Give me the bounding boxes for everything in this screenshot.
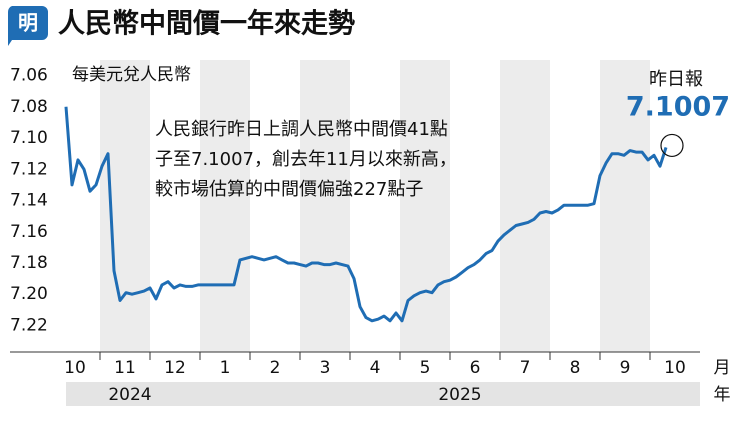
- y-tick-label: 7.20: [10, 284, 48, 304]
- x-tick-label: 3: [320, 358, 331, 378]
- year-bar: [66, 382, 700, 406]
- y-tick-label: 7.22: [10, 315, 48, 335]
- logo-badge: [7, 6, 49, 46]
- x-tick-label: 8: [570, 358, 581, 378]
- x-tick-label: 1: [220, 358, 231, 378]
- x-unit: 月: [714, 358, 731, 378]
- x-tick-label: 6: [470, 358, 481, 378]
- y-tick-label: 7.14: [10, 191, 48, 211]
- x-tick-label: 2: [270, 358, 281, 378]
- annotation: 人民銀行昨日上調人民幣中間價41點: [155, 119, 448, 140]
- month-band: [600, 60, 650, 352]
- latest-value: 7.1007: [626, 92, 730, 123]
- chart-title: 人民幣中間價一年來走勢: [58, 8, 355, 40]
- x-tick-label: 9: [620, 358, 631, 378]
- line: [64, 106, 668, 323]
- month-band: [100, 60, 150, 352]
- y-tick-label: 7.16: [10, 222, 48, 242]
- y-tick-label: 7.18: [10, 253, 48, 273]
- x-tick-label: 5: [420, 358, 431, 378]
- x-tick-label: 10: [664, 358, 686, 378]
- year-label: 2025: [438, 385, 481, 405]
- month-band: [200, 60, 250, 352]
- year-label: 2024: [108, 385, 151, 405]
- y-tick-label: 7.12: [10, 159, 48, 179]
- x-tick-label: 7: [520, 358, 531, 378]
- month-band: [500, 60, 550, 352]
- logo: 明: [18, 11, 38, 35]
- year-unit: 年: [714, 385, 731, 405]
- x-tick-label: 12: [164, 358, 186, 378]
- annotation: 較市場估算的中間價偏強227點子: [155, 179, 423, 200]
- y-axis-label: 每美元兌人民幣: [72, 65, 191, 85]
- y-tick-label: 7.06: [10, 66, 48, 86]
- annotation: 子至7.1007，創去年11月以來新高，: [155, 149, 457, 170]
- x-tick-label: 4: [370, 358, 381, 378]
- y-tick-label: 7.08: [10, 97, 48, 117]
- latest-label: 昨日報: [649, 69, 703, 90]
- latest-marker: [660, 133, 684, 158]
- x-tick-label: 11: [114, 358, 136, 378]
- y-tick-label: 7.10: [10, 128, 48, 148]
- month-band: [300, 60, 350, 352]
- x-tick-label: 10: [64, 358, 86, 378]
- month-band: [400, 60, 450, 352]
